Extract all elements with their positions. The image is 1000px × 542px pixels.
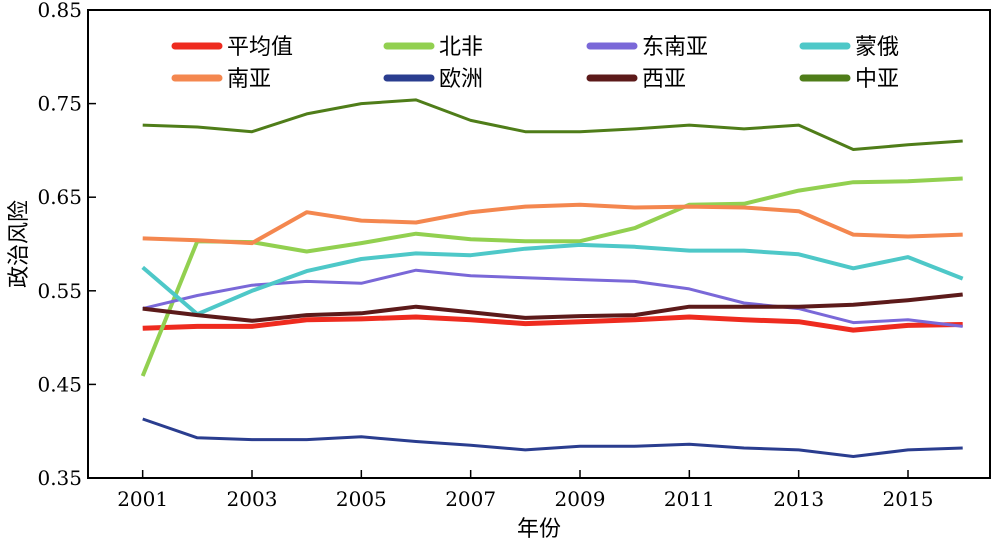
- series-line-3: [141, 242, 964, 317]
- x-tick-label: 2015: [883, 487, 934, 511]
- x-tick-label: 2003: [227, 487, 278, 511]
- legend-label: 欧洲: [439, 67, 483, 92]
- legend-label: 平均值: [227, 35, 293, 60]
- legend-label: 北非: [439, 35, 483, 60]
- series-line-2: [142, 268, 963, 328]
- y-tick-label: 0.65: [37, 185, 82, 209]
- x-tick-label: 2011: [664, 487, 715, 511]
- legend-label: 中亚: [855, 67, 899, 92]
- x-tick-label: 2013: [773, 487, 824, 511]
- series-line-6: [142, 292, 963, 323]
- x-axis-title: 年份: [517, 517, 561, 542]
- series-line-1: [140, 176, 963, 377]
- plot-frame: [87, 9, 991, 479]
- x-tick-label: 2005: [336, 487, 387, 511]
- series-lines: [140, 98, 964, 458]
- x-tick-label: 2009: [555, 487, 606, 511]
- series-line-0: [142, 314, 963, 333]
- x-axis-ticks: 2001 2003 2005 2007 2009 2011 2013 2015: [117, 470, 933, 511]
- legend-label: 南亚: [227, 67, 271, 92]
- x-tick-label: 2001: [117, 487, 168, 511]
- y-tick-label: 0.75: [37, 92, 82, 116]
- x-tick-label: 2007: [445, 487, 496, 511]
- legend-label: 西亚: [642, 67, 686, 92]
- y-axis-ticks: 0.35 0.45 0.55 0.65 0.75 0.85: [37, 0, 96, 490]
- legend-label: 蒙俄: [855, 35, 899, 60]
- series-line-4: [142, 202, 963, 246]
- plot-area: 2001 2003 2005 2007 2009 2011 2013 2015 0.35 0.4…: [37, 0, 991, 511]
- y-tick-label: 0.85: [37, 0, 82, 22]
- y-tick-label: 0.55: [37, 279, 82, 303]
- y-tick-label: 0.45: [37, 372, 82, 396]
- series-line-7: [142, 98, 963, 151]
- y-tick-label: 0.35: [37, 466, 82, 490]
- y-axis-title: 政治风险: [7, 200, 32, 288]
- legend-label: 东南亚: [642, 35, 708, 60]
- series-line-5: [142, 417, 963, 458]
